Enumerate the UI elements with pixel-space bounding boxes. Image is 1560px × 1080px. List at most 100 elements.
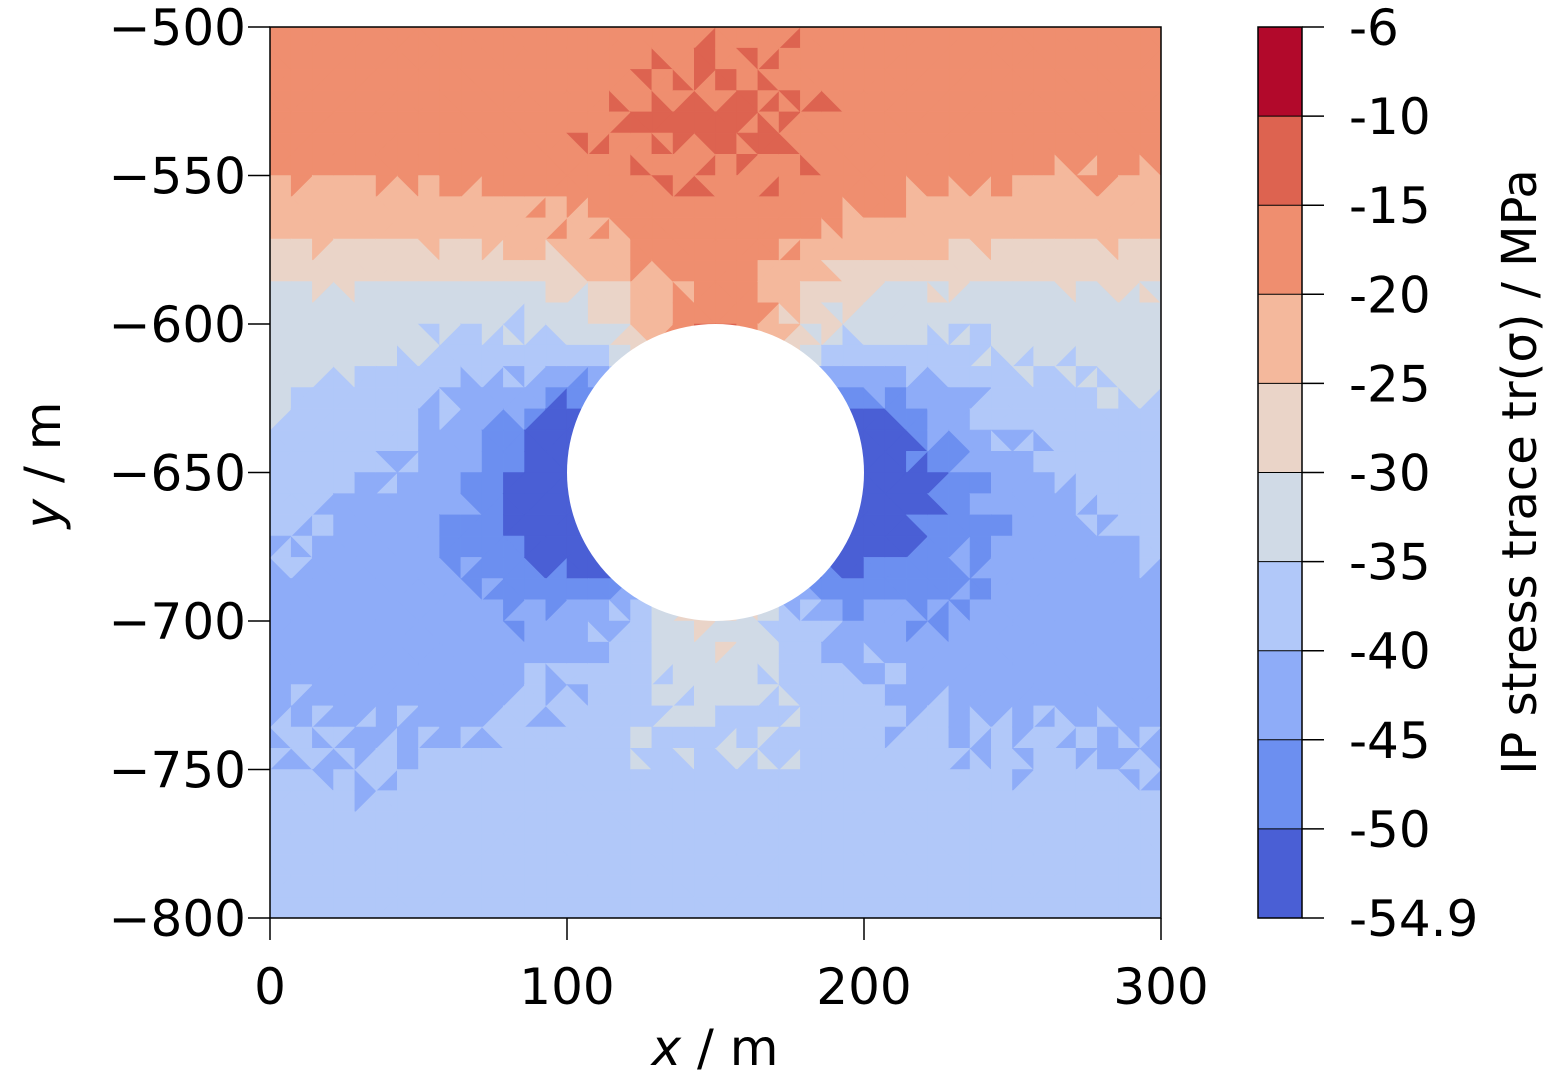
field-cell (290, 854, 314, 877)
field-cell (990, 705, 1014, 728)
field-cell (290, 47, 314, 71)
field-cell (1075, 663, 1099, 686)
field-cell (609, 323, 632, 346)
field-cell (587, 641, 611, 665)
field-cell (863, 196, 886, 219)
field-cell (757, 217, 780, 240)
field-cell (1139, 599, 1161, 622)
field-cell (990, 747, 1014, 771)
field-cell (270, 154, 292, 176)
field-cell (1139, 450, 1161, 473)
field-cell (333, 260, 356, 283)
field-cell (1033, 366, 1056, 389)
field-cell (1139, 811, 1161, 834)
field-cell (609, 620, 632, 643)
field-cell (948, 620, 971, 643)
field-cell (460, 344, 483, 368)
field-cell (566, 620, 589, 643)
field-cell (651, 663, 674, 686)
field-cell (460, 90, 483, 113)
field-cell (884, 217, 908, 240)
field-cell (948, 323, 971, 346)
field-cell (906, 493, 929, 516)
field-cell (1075, 875, 1099, 898)
field-cell (715, 260, 738, 283)
field-cell (990, 832, 1014, 856)
field-cell (778, 705, 802, 728)
field-cell (290, 344, 314, 368)
field-cell (927, 896, 950, 918)
field-cell (1054, 47, 1077, 71)
field-cell (948, 408, 971, 431)
field-cell (1097, 175, 1120, 198)
field-cell (821, 154, 844, 177)
field-cell (1012, 769, 1035, 792)
field-cell (1012, 684, 1035, 707)
field-cell (290, 387, 314, 410)
field-cell (969, 90, 993, 113)
field-cell (1097, 726, 1120, 750)
field-cell (969, 599, 993, 622)
field-cell (990, 196, 1014, 219)
field-cell (672, 47, 696, 71)
field-cell (587, 896, 611, 918)
field-cell (545, 90, 568, 113)
field-cell (333, 47, 356, 71)
field-cell (1118, 535, 1141, 559)
field-cell (312, 450, 335, 474)
field-cell (503, 684, 526, 707)
field-cell (948, 832, 971, 856)
field-cell (460, 641, 483, 665)
field-cell (1118, 493, 1141, 516)
field-cell (1118, 790, 1141, 813)
field-cell (842, 217, 865, 240)
field-cell (672, 811, 696, 834)
field-cell (800, 47, 823, 71)
field-cell (270, 875, 292, 898)
field-cell (884, 260, 908, 283)
field-cell (1075, 154, 1099, 177)
field-cell (1054, 641, 1077, 665)
field-cell (354, 705, 377, 728)
field-cell (778, 154, 802, 177)
y-axis-unit: / m (14, 402, 72, 499)
field-cell (948, 69, 971, 92)
field-cell (1033, 493, 1056, 516)
field-cell (906, 705, 929, 728)
field-cell (1075, 832, 1099, 856)
field-cell (460, 599, 483, 622)
field-cell (566, 154, 589, 177)
field-cell (587, 217, 611, 240)
field-cell (375, 344, 399, 368)
field-cell (375, 429, 399, 453)
field-cell (460, 260, 483, 283)
field-cell (439, 196, 462, 219)
field-cell (439, 27, 462, 49)
field-cell (354, 663, 377, 686)
field-cell (1054, 429, 1077, 453)
field-cell (524, 747, 547, 771)
colorbar-tick-label: -40 (1349, 623, 1431, 681)
field-cell (1097, 302, 1120, 325)
field-cell (884, 175, 908, 198)
colorbar-tick-label: -45 (1349, 712, 1431, 770)
field-cell (312, 323, 335, 346)
field-cell (270, 27, 292, 49)
field-cell (969, 260, 993, 283)
field-cell (396, 196, 420, 219)
field-cell (927, 260, 950, 283)
field-cell (884, 472, 908, 495)
field-cell (884, 514, 908, 537)
field-cell (1012, 514, 1035, 537)
field-cell (1118, 832, 1141, 856)
field-cell (460, 769, 483, 792)
field-cell (821, 832, 844, 856)
field-cell (1075, 535, 1099, 559)
field-cell (778, 281, 802, 304)
field-cell (842, 302, 865, 325)
colorbar-segment (1258, 294, 1302, 384)
field-cell (1075, 790, 1099, 813)
field-cell (927, 811, 950, 834)
field-cell (354, 578, 377, 601)
field-cell (969, 769, 993, 792)
